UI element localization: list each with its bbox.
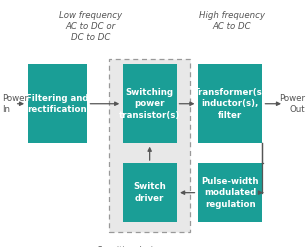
- Text: High frequency
AC to DC: High frequency AC to DC: [199, 11, 265, 31]
- Bar: [198, 64, 262, 143]
- Bar: [109, 59, 190, 232]
- Text: Sensitive design area: Sensitive design area: [97, 246, 183, 247]
- Text: Power
Out: Power Out: [279, 94, 305, 114]
- Text: Switching
power
transistor(s): Switching power transistor(s): [119, 88, 180, 120]
- Text: Transformer(s)
inductor(s),
filter: Transformer(s) inductor(s), filter: [194, 88, 266, 120]
- Bar: [198, 163, 262, 222]
- Text: Low frequency
AC to DC or
DC to DC: Low frequency AC to DC or DC to DC: [59, 11, 122, 42]
- Text: Power
In: Power In: [2, 94, 28, 114]
- Text: Filtering and
rectification: Filtering and rectification: [26, 94, 89, 114]
- Bar: [123, 163, 177, 222]
- Bar: [123, 64, 177, 143]
- Text: Switch
driver: Switch driver: [133, 183, 166, 203]
- Text: Pulse-width
modulated
regulation: Pulse-width modulated regulation: [201, 177, 259, 209]
- Bar: [28, 64, 87, 143]
